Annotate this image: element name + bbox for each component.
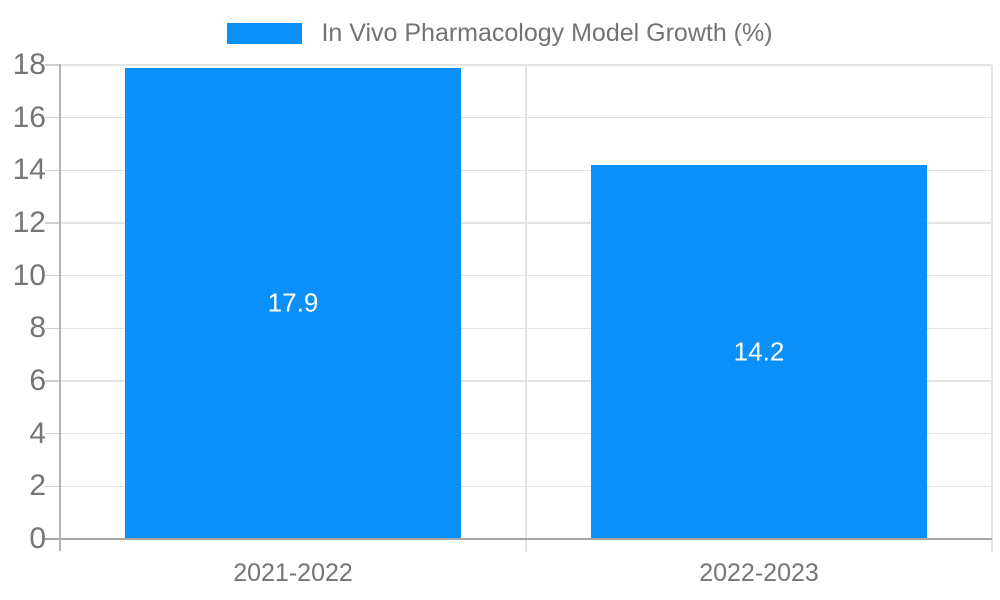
y-tick-label: 0 bbox=[29, 522, 46, 555]
category-divider bbox=[525, 65, 527, 552]
y-tick-label: 8 bbox=[29, 311, 46, 345]
bar: 14.2 bbox=[591, 165, 927, 539]
y-tick bbox=[45, 64, 60, 66]
y-tick-label: 16 bbox=[12, 100, 46, 134]
legend-swatch bbox=[227, 22, 303, 44]
y-tick bbox=[45, 380, 60, 382]
legend-label: In Vivo Pharmacology Model Growth (%) bbox=[321, 19, 773, 47]
y-tick-label: 18 bbox=[12, 48, 46, 81]
bar-value-label: 14.2 bbox=[733, 336, 785, 367]
x-tick-label: 2022-2023 bbox=[699, 559, 819, 587]
y-axis-line bbox=[58, 64, 61, 551]
x-tick-label: 2021-2022 bbox=[233, 559, 353, 587]
x-axis-line bbox=[45, 537, 992, 540]
bar: 17.9 bbox=[125, 67, 461, 539]
y-tick-label: 4 bbox=[29, 416, 46, 450]
y-tick-label: 6 bbox=[29, 364, 46, 397]
y-tick-label: 10 bbox=[12, 258, 46, 292]
bar-value-label: 17.9 bbox=[267, 287, 319, 318]
y-tick bbox=[45, 327, 60, 330]
y-tick-label: 14 bbox=[12, 153, 46, 187]
y-tick bbox=[45, 222, 60, 224]
y-tick bbox=[45, 116, 60, 119]
y-tick bbox=[45, 432, 60, 435]
y-tick bbox=[45, 274, 60, 277]
y-tick-label: 2 bbox=[29, 469, 46, 503]
plot-right-border bbox=[991, 65, 993, 552]
y-tick bbox=[45, 485, 60, 488]
y-tick-label: 12 bbox=[12, 206, 46, 239]
y-tick bbox=[45, 169, 60, 172]
legend: In Vivo Pharmacology Model Growth (%) bbox=[0, 18, 1000, 48]
